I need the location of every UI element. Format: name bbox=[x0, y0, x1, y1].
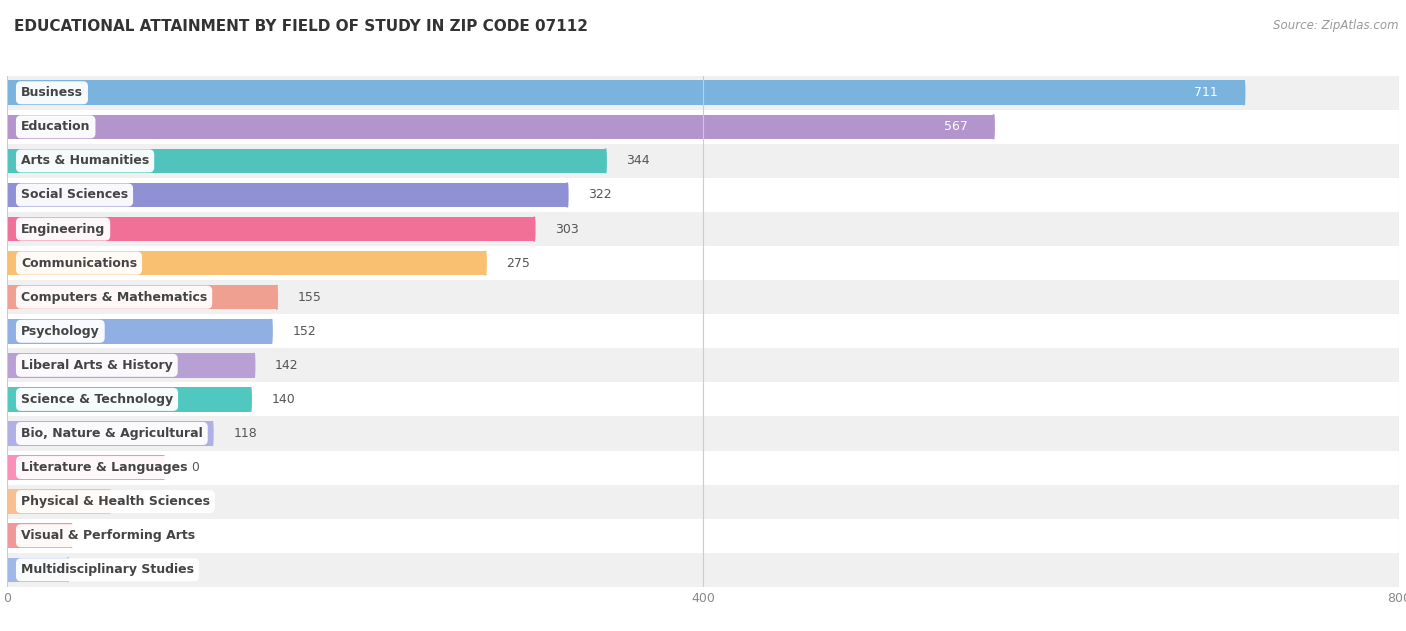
Text: Literature & Languages: Literature & Languages bbox=[21, 461, 187, 474]
Text: Psychology: Psychology bbox=[21, 325, 100, 338]
Text: Science & Technology: Science & Technology bbox=[21, 393, 173, 406]
Text: Communications: Communications bbox=[21, 257, 136, 269]
Bar bbox=[7, 422, 212, 445]
Text: Multidisciplinary Studies: Multidisciplinary Studies bbox=[21, 563, 194, 576]
Text: 59: 59 bbox=[131, 495, 146, 508]
Bar bbox=[7, 353, 254, 377]
Bar bbox=[7, 246, 1399, 280]
Text: 37: 37 bbox=[93, 529, 108, 542]
Text: EDUCATIONAL ATTAINMENT BY FIELD OF STUDY IN ZIP CODE 07112: EDUCATIONAL ATTAINMENT BY FIELD OF STUDY… bbox=[14, 19, 588, 34]
Text: Education: Education bbox=[21, 121, 90, 133]
Text: Source: ZipAtlas.com: Source: ZipAtlas.com bbox=[1274, 19, 1399, 32]
Bar bbox=[7, 178, 1399, 212]
Bar bbox=[7, 319, 271, 343]
Bar bbox=[7, 387, 250, 411]
Bar bbox=[7, 382, 1399, 416]
Bar bbox=[7, 314, 1399, 348]
Bar bbox=[7, 485, 1399, 519]
Bar bbox=[7, 558, 67, 582]
Bar bbox=[7, 524, 72, 548]
Text: Arts & Humanities: Arts & Humanities bbox=[21, 155, 149, 167]
Text: Social Sciences: Social Sciences bbox=[21, 189, 128, 201]
Bar bbox=[7, 144, 1399, 178]
Text: Engineering: Engineering bbox=[21, 223, 105, 235]
Bar bbox=[7, 348, 1399, 382]
Text: Business: Business bbox=[21, 86, 83, 99]
Bar bbox=[7, 451, 1399, 485]
Bar bbox=[7, 115, 994, 139]
Text: Liberal Arts & History: Liberal Arts & History bbox=[21, 359, 173, 372]
Text: Physical & Health Sciences: Physical & Health Sciences bbox=[21, 495, 209, 508]
Text: 140: 140 bbox=[271, 393, 295, 406]
Text: Bio, Nature & Agricultural: Bio, Nature & Agricultural bbox=[21, 427, 202, 440]
Text: 152: 152 bbox=[292, 325, 316, 338]
Bar bbox=[7, 217, 534, 241]
Bar bbox=[7, 285, 277, 309]
Text: Visual & Performing Arts: Visual & Performing Arts bbox=[21, 529, 195, 542]
Bar bbox=[7, 81, 1244, 105]
Bar bbox=[7, 280, 1399, 314]
Text: 155: 155 bbox=[298, 291, 322, 304]
Text: 35: 35 bbox=[89, 563, 104, 576]
Text: 711: 711 bbox=[1194, 86, 1218, 99]
Bar bbox=[7, 110, 1399, 144]
Text: 90: 90 bbox=[184, 461, 201, 474]
Bar bbox=[7, 519, 1399, 553]
Bar bbox=[7, 456, 163, 480]
Bar bbox=[7, 416, 1399, 451]
Text: 303: 303 bbox=[555, 223, 579, 235]
Text: 322: 322 bbox=[588, 189, 612, 201]
Bar bbox=[7, 76, 1399, 110]
Text: 567: 567 bbox=[943, 121, 967, 133]
Bar bbox=[7, 553, 1399, 587]
Text: Computers & Mathematics: Computers & Mathematics bbox=[21, 291, 207, 304]
Text: 275: 275 bbox=[506, 257, 530, 269]
Text: 142: 142 bbox=[276, 359, 298, 372]
Bar bbox=[7, 149, 606, 173]
Bar bbox=[7, 183, 567, 207]
Bar bbox=[7, 490, 110, 514]
Bar bbox=[7, 251, 485, 275]
Text: 344: 344 bbox=[627, 155, 650, 167]
Bar bbox=[7, 212, 1399, 246]
Text: 118: 118 bbox=[233, 427, 257, 440]
